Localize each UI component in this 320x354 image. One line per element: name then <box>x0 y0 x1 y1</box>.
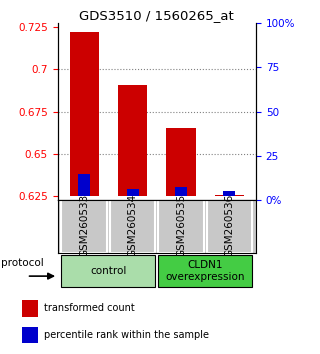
Bar <box>22 327 38 343</box>
Bar <box>61 255 155 287</box>
Bar <box>61 200 107 253</box>
Text: GSM260533: GSM260533 <box>79 194 89 257</box>
Bar <box>126 189 139 196</box>
Bar <box>22 300 38 316</box>
Bar <box>166 129 196 196</box>
Bar <box>118 85 147 196</box>
Bar <box>158 200 204 253</box>
Bar <box>223 191 236 196</box>
Text: GSM260536: GSM260536 <box>224 194 234 257</box>
Text: protocol: protocol <box>1 258 44 268</box>
Bar <box>158 255 252 287</box>
Bar <box>70 32 99 196</box>
Bar <box>110 200 155 253</box>
Text: transformed count: transformed count <box>44 303 135 313</box>
Title: GDS3510 / 1560265_at: GDS3510 / 1560265_at <box>79 9 234 22</box>
Text: GSM260535: GSM260535 <box>176 194 186 257</box>
Text: CLDN1
overexpression: CLDN1 overexpression <box>165 260 245 282</box>
Bar <box>78 174 90 196</box>
Text: GSM260534: GSM260534 <box>128 194 138 257</box>
Bar <box>215 195 244 196</box>
Text: percentile rank within the sample: percentile rank within the sample <box>44 330 209 340</box>
Text: control: control <box>90 266 127 276</box>
Bar <box>207 200 252 253</box>
Bar <box>175 187 187 196</box>
